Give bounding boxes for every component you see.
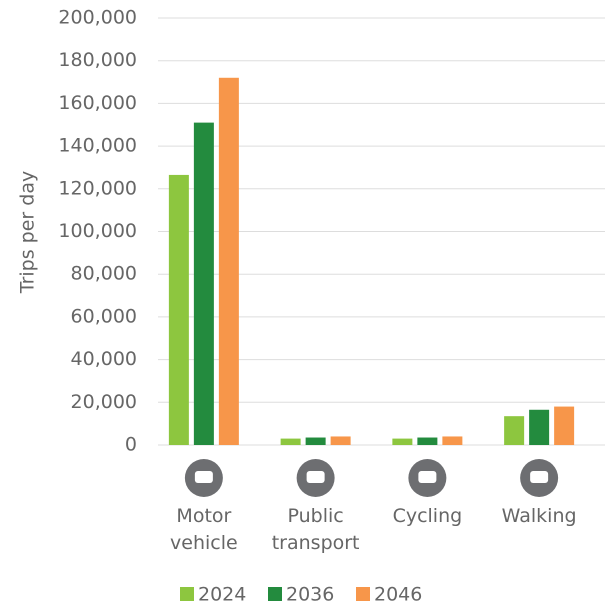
bar — [442, 436, 463, 445]
legend-swatch — [268, 587, 282, 601]
icon-glyph — [194, 471, 213, 483]
legend-swatch — [180, 587, 194, 601]
legend-label: 2046 — [374, 584, 422, 606]
y-tick-label: 0 — [125, 434, 137, 456]
x-tick-label-line: Public — [288, 505, 344, 527]
icon-glyph — [418, 471, 437, 483]
y-tick-label: 100,000 — [58, 220, 137, 242]
y-tick-label: 120,000 — [58, 177, 137, 199]
legend-label: 2024 — [198, 584, 246, 606]
y-tick-label: 60,000 — [71, 305, 137, 327]
x-tick-label-line: Motor — [176, 505, 231, 527]
x-tick-label-line: transport — [272, 532, 360, 554]
legend-swatch — [356, 587, 370, 601]
x-tick-label-line: vehicle — [170, 532, 238, 554]
bar — [504, 416, 525, 445]
x-tick-label: Public transport — [272, 505, 360, 554]
y-tick-label: 180,000 — [58, 49, 137, 71]
bar — [529, 409, 550, 445]
x-tick-label: Walking — [502, 505, 577, 527]
x-tick-label: Motor vehicle — [170, 505, 238, 554]
x-tick-label: Cycling — [393, 505, 463, 527]
y-tick-label: 20,000 — [71, 391, 137, 413]
icon-glyph — [306, 471, 325, 483]
y-tick-label: 200,000 — [58, 7, 137, 29]
bar — [193, 122, 214, 446]
x-tick-label-line: Walking — [502, 505, 577, 527]
y-tick-label: 40,000 — [71, 348, 137, 370]
bar — [280, 438, 301, 445]
x-tick-label-line: Cycling — [393, 505, 463, 527]
legend-label: 2036 — [286, 584, 334, 606]
bar — [305, 437, 326, 445]
y-tick-label: 140,000 — [58, 135, 137, 157]
y-axis-label: Trips per day — [17, 171, 39, 294]
bar — [168, 174, 189, 446]
bar — [392, 438, 413, 445]
bar — [218, 77, 239, 445]
y-tick-label: 80,000 — [71, 263, 137, 285]
icon-glyph — [530, 471, 549, 483]
bar — [554, 406, 575, 445]
y-tick-label: 160,000 — [58, 92, 137, 114]
bar — [330, 436, 351, 445]
bar — [417, 437, 438, 445]
